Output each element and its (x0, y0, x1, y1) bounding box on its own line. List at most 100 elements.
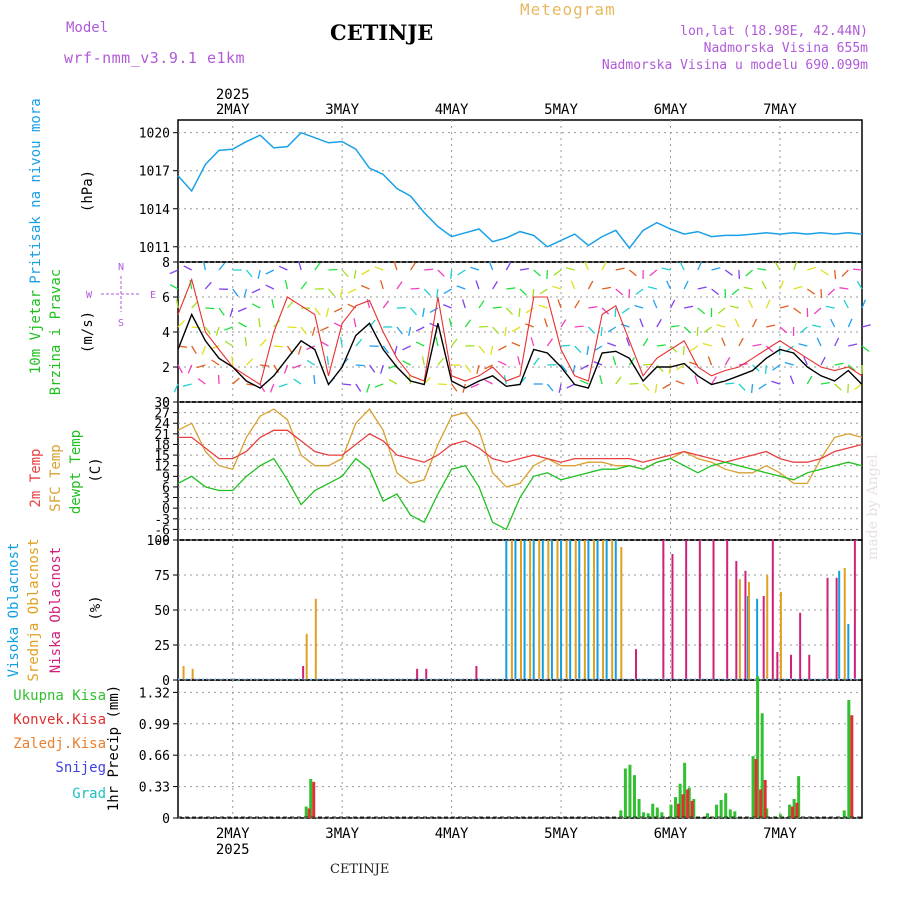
wind-arrow (806, 288, 816, 295)
total-precip-bar (788, 804, 792, 818)
wind-arrow (366, 383, 371, 393)
wind-arrow (484, 379, 493, 385)
wind-arrow (306, 345, 316, 351)
total-precip-bar (797, 776, 801, 818)
bottom-day-label: 5MAY (544, 826, 578, 842)
wind-arrow (710, 376, 717, 385)
wind-arrow (614, 307, 617, 318)
wind-arrow (635, 288, 644, 295)
wind-arrow (856, 280, 863, 290)
mid-cloud-bar (191, 668, 194, 679)
high-cloud-bar (728, 680, 731, 681)
wind-arrow (601, 261, 607, 271)
precip-legend-item: Zaledj.Kisa (13, 736, 106, 752)
wind-arrow (436, 288, 439, 298)
wind-arrow (861, 345, 870, 353)
wind-arrow (265, 269, 275, 275)
wind-arrow (833, 269, 837, 280)
wind-arrow (557, 299, 562, 309)
wind-arrow (202, 261, 206, 271)
mid-cloud-bar (529, 540, 532, 679)
precip-legend-item: Ukupna Kisa (13, 688, 106, 704)
wind-arrow (298, 261, 302, 271)
wind-axis-label: 10m Vjetar (28, 290, 44, 374)
high-cloud-bar (236, 680, 239, 681)
wind-arrow (765, 299, 771, 309)
wind-arrow (812, 324, 822, 328)
mid-cloud-bar (547, 540, 550, 679)
wind-arrow (697, 307, 706, 315)
low-cloud-bar (790, 654, 793, 679)
bottom-day-label: 2MAY (216, 826, 250, 842)
meteogram-title: Meteogram (520, 0, 616, 19)
high-cloud-bar (587, 540, 590, 679)
wind-arrow (642, 383, 650, 392)
wind-arrow (748, 299, 754, 309)
wind-arrow (196, 364, 206, 369)
wind-arrow (779, 280, 784, 290)
pressure-tick-label: 1020 (139, 127, 170, 142)
wind-arrow (570, 280, 576, 290)
wind-speed-line (177, 312, 863, 389)
wind-arrow (707, 356, 713, 366)
wind-arrow (779, 326, 788, 334)
conv-precip-bar (690, 800, 694, 818)
wind-arrow (257, 269, 261, 279)
temp-tick-label: 30 (154, 396, 170, 411)
model-name: wrf-nmm_v3.9.1 e1km (64, 49, 246, 67)
wind-arrow (245, 358, 254, 366)
wind-arrow (231, 355, 234, 366)
wind-arrow (697, 261, 703, 271)
wind-arrow (360, 284, 370, 290)
wind-arrow (807, 266, 817, 271)
wind-arrow (380, 364, 384, 374)
lonlat-label: lon,lat (18.98E, 42.44N) (680, 24, 868, 39)
wind-arrow (834, 362, 844, 366)
wind-arrow (423, 288, 431, 297)
wind-arrow (258, 318, 261, 328)
wind-arrow (456, 285, 466, 290)
total-precip-bar (751, 756, 755, 818)
total-precip-bar (651, 803, 655, 818)
cloud-unit-label: (%) (88, 595, 104, 620)
wind-tick-label: 0 (162, 396, 170, 411)
wind-arrow (574, 299, 580, 309)
wind-arrow (588, 306, 598, 309)
conv-precip-bar (681, 794, 685, 818)
sfc-temp-line (177, 408, 863, 488)
total-precip-bar (778, 814, 782, 818)
temp-tick-label: 15 (154, 449, 170, 464)
total-precip-bar (760, 713, 764, 818)
wind-arrow (789, 375, 795, 385)
wind-arrow (443, 288, 452, 295)
wind-arrow (806, 375, 813, 385)
wind-arrow (402, 360, 411, 366)
low-cloud-bar (425, 668, 428, 679)
total-precip-bar (309, 778, 313, 818)
wind-arrow (393, 261, 398, 271)
total-precip-bar (669, 804, 673, 818)
wind-arrow (451, 338, 458, 347)
wind-arrow (854, 383, 863, 390)
low-cloud-bar (744, 570, 747, 679)
wind-arrow (643, 363, 653, 366)
wind-arrow (374, 383, 384, 388)
high-cloud-bar (847, 624, 850, 679)
wind-arrow (721, 337, 726, 347)
wind-arrow (629, 382, 639, 385)
wind-arrow (834, 337, 840, 347)
wind-arrow (421, 356, 425, 366)
wind-arrow (355, 364, 365, 367)
wind-arrow (566, 383, 576, 389)
high-cloud-bar (569, 540, 572, 679)
low-cloud-bar (726, 540, 729, 679)
wind-arrow (415, 341, 425, 347)
wind-arrow (601, 307, 610, 315)
wind-arrow (820, 381, 830, 385)
wind-arrow (361, 269, 370, 276)
wind-arrow (639, 318, 644, 328)
wind-arrow (553, 269, 562, 276)
wind-arrow (325, 307, 330, 317)
wind-arrow (649, 269, 658, 277)
low-cloud-bar (475, 666, 478, 679)
